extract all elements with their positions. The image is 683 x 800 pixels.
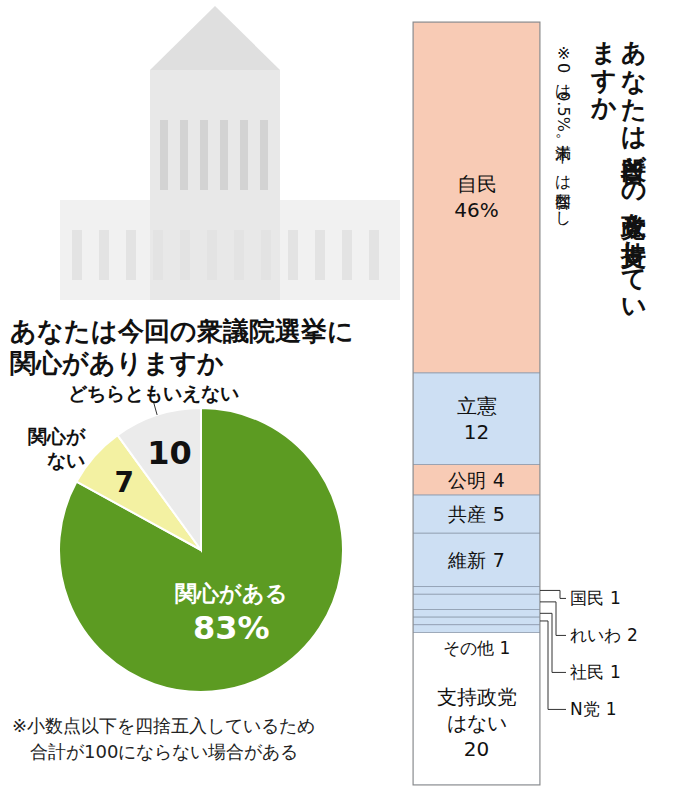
segment-value-label: 1 — [606, 699, 617, 719]
building-window — [153, 230, 163, 280]
stacked-bar-chart: 自民46%立憲12公明4共産5維新7国民1れいわ2社民1N党1その他1支持政党は… — [413, 22, 638, 785]
building-window — [261, 230, 271, 280]
segment-value-label: 7 — [493, 549, 505, 571]
segment-category-label: 維新 — [447, 549, 486, 571]
slice-category-label: 関心がある — [175, 581, 288, 606]
bar-segment — [413, 625, 540, 633]
text-line: 自民 — [457, 172, 497, 196]
text-line: 関心がありますか — [10, 348, 224, 378]
building-column — [220, 120, 228, 190]
building-column — [160, 120, 168, 190]
bar-subtitle: ※0は0.5%未満。―は回答なし — [554, 44, 573, 374]
chart-svg: あなたは今回の衆議院選挙に関心がありますか関心がある 83% 7 関心がない 10 どちら… — [0, 0, 683, 800]
pie-slice — [59, 408, 343, 692]
building-window — [207, 230, 217, 280]
building-window — [234, 230, 244, 280]
pie-slices — [59, 408, 343, 692]
building-window — [99, 230, 109, 280]
slice-value-label: 10 — [147, 434, 192, 472]
segment-category-label: 国民 — [570, 588, 604, 608]
building-window — [288, 230, 298, 280]
leader-line — [540, 613, 566, 672]
text-line: ない — [47, 449, 85, 471]
segment-category-label: N党 — [570, 699, 600, 719]
bar-title: あなたは普段どの政党を支持していますか — [588, 22, 648, 312]
pie-title: あなたは今回の衆議院選挙に関心がありますか — [10, 316, 354, 378]
segment-category-label: その他 — [443, 638, 494, 658]
segment-value-label: 2 — [627, 625, 638, 645]
text-line: 合計が100にならない場合がある — [30, 741, 298, 762]
bar-segment — [413, 465, 540, 496]
segment-category-label: れいわ — [570, 625, 621, 645]
bar-segments — [413, 22, 540, 785]
building-window — [342, 230, 352, 280]
building-window — [72, 230, 82, 280]
bar-segment — [413, 373, 540, 465]
segment-value-label: 20 — [464, 737, 489, 761]
text-line: はない — [447, 711, 507, 735]
plot-frame — [413, 22, 540, 785]
building-roof — [150, 6, 280, 70]
page: あなたは今回の衆議院選挙に関心がありますか関心がある 83% 7 関心がない 10 どちら… — [0, 0, 683, 800]
slice-category-label: 関心がない — [28, 425, 86, 471]
segment-category-label: 公明 — [448, 469, 486, 491]
segment-category-label: 社民 — [570, 662, 604, 682]
building-window — [315, 230, 325, 280]
segment-value-label: 1 — [500, 638, 511, 658]
building-window — [126, 230, 136, 280]
building-window — [180, 230, 190, 280]
bar-segment — [413, 632, 540, 785]
text-line: あなたは今回の衆議院選挙に — [10, 316, 354, 346]
bar-segment — [413, 587, 540, 595]
segment-value-label: 46% — [454, 198, 498, 222]
bar-labels: 自民46%立憲12公明4共産5維新7国民1れいわ2社民1N党1その他1支持政党は… — [437, 172, 638, 760]
building-tower — [150, 70, 280, 300]
segment-category-label: 立憲 — [457, 394, 497, 418]
slice-category-label: どちらともいえない — [68, 382, 239, 404]
segment-value-label: 12 — [464, 420, 489, 444]
leader-line — [540, 602, 566, 636]
building-window — [369, 230, 379, 280]
slice-value-label: 83% — [193, 609, 270, 647]
building-column — [180, 120, 188, 190]
leader-line — [540, 621, 566, 709]
segment-value-label: 5 — [493, 503, 505, 525]
building-column — [200, 120, 208, 190]
segment-value-label: 1 — [610, 662, 621, 682]
building-column — [260, 120, 268, 190]
bar-segment — [413, 533, 540, 586]
pie-chart: あなたは今回の衆議院選挙に関心がありますか関心がある 83% 7 関心がない 10 どちら… — [10, 316, 354, 762]
leader-line — [540, 590, 566, 598]
segment-category-label: 自民 — [457, 172, 497, 196]
bar-segment — [413, 22, 540, 373]
building-column — [240, 120, 248, 190]
segment-value-label: 4 — [493, 469, 505, 491]
text-line: 立憲 — [457, 394, 497, 418]
segment-category-label: 共産 — [448, 503, 486, 525]
segment-category-label: 支持政党はない — [437, 685, 517, 735]
text-line: 関心が — [28, 425, 86, 447]
background-illustration — [60, 6, 400, 300]
slice-value-label: 7 — [115, 466, 134, 499]
text-line: ※小数点以下を四捨五入しているため — [12, 715, 315, 736]
leader-line — [153, 402, 157, 415]
bar-segment — [413, 594, 540, 609]
bar-segment — [413, 495, 540, 533]
pie-labels: 関心がある 83% 7 関心がない 10 どちらともいえない — [28, 382, 287, 648]
bar-segment — [413, 610, 540, 618]
footnote: ※小数点以下を四捨五入しているため合計が100にならない場合がある — [12, 715, 315, 762]
segment-value-label: 1 — [610, 588, 621, 608]
bar-segment — [413, 617, 540, 625]
text-line: 支持政党 — [437, 685, 517, 709]
